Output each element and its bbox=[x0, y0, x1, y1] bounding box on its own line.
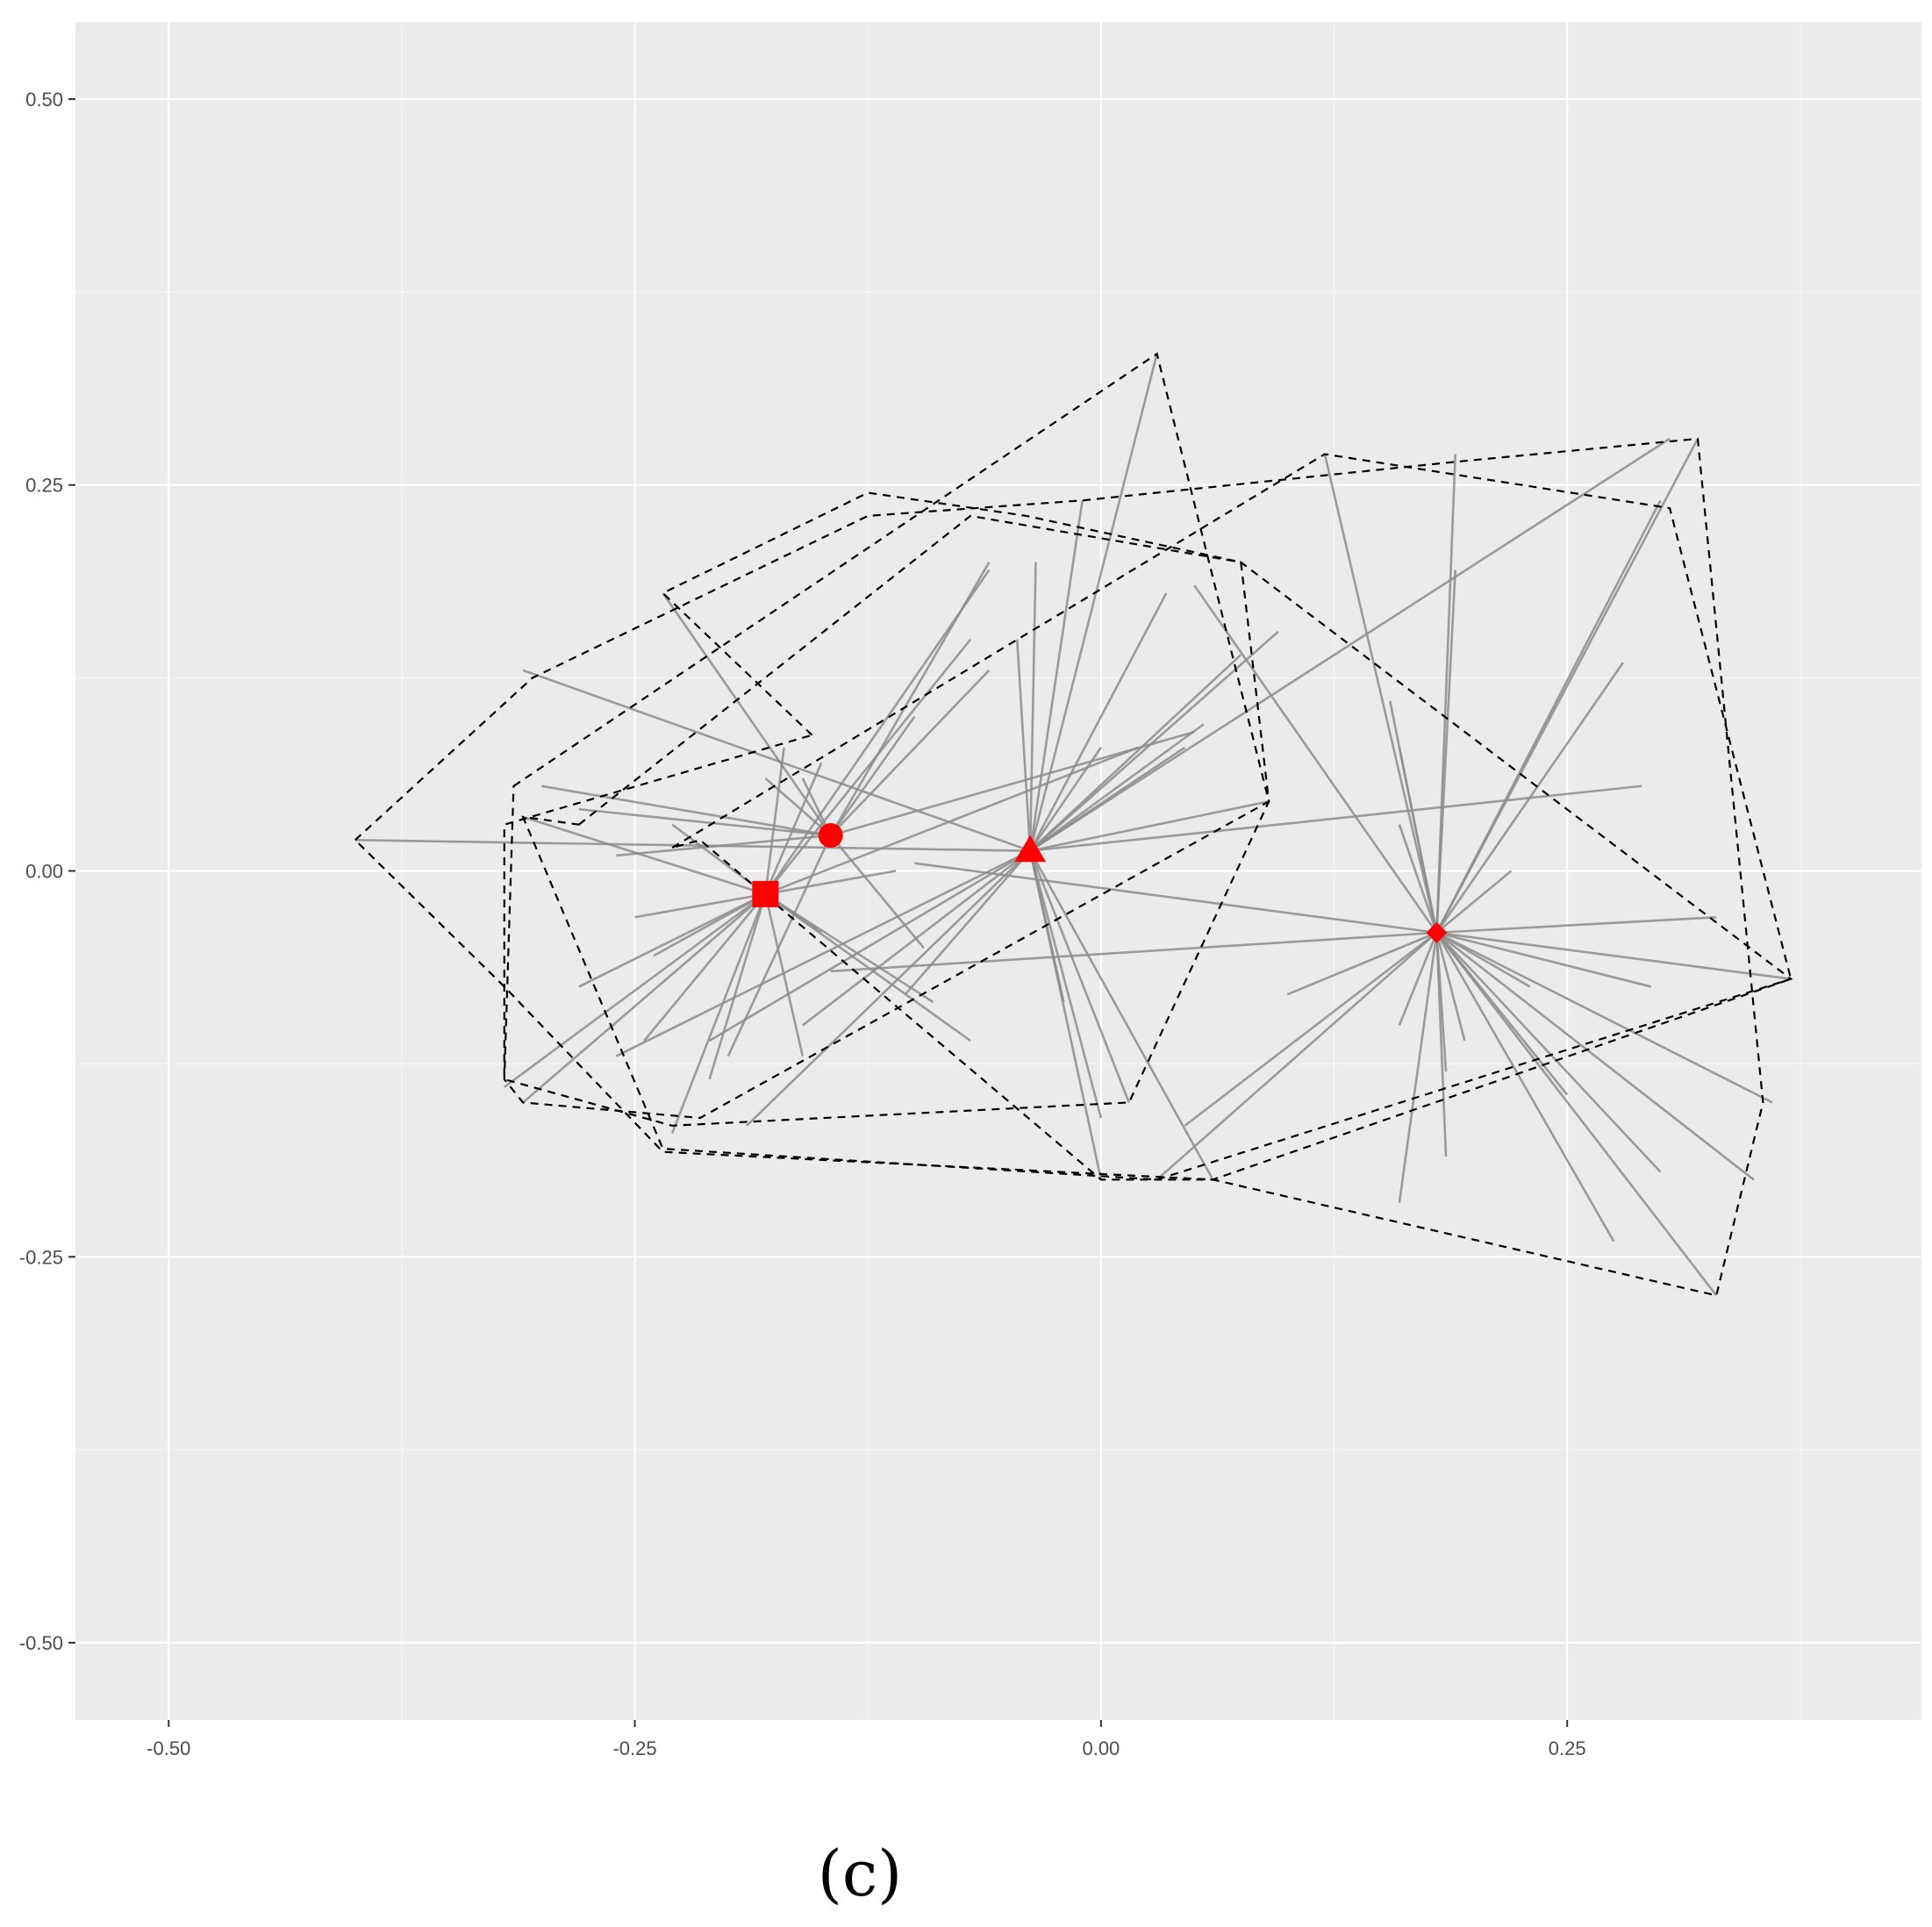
spoke-line-group-3 bbox=[1028, 562, 1037, 851]
centroid-markers bbox=[752, 823, 1448, 943]
spoke-line-group-1 bbox=[829, 715, 916, 836]
spoke-line-group-4 bbox=[1435, 932, 1448, 1072]
spoke-line-group-2 bbox=[764, 747, 785, 895]
spoke-line-group-4 bbox=[1435, 931, 1662, 1173]
spoke-line-group-4 bbox=[1286, 931, 1437, 996]
spoke-line-group-2 bbox=[764, 762, 823, 895]
x-tick-label: 0.00 bbox=[1082, 1737, 1120, 1759]
spoke-line-group-4 bbox=[1398, 747, 1438, 934]
spoke-line-group-4 bbox=[1435, 931, 1755, 1181]
centroid-circle bbox=[818, 823, 843, 849]
spoke-line-group-2 bbox=[764, 569, 991, 895]
spoke-line-group-4 bbox=[1435, 438, 1699, 934]
x-tick-label: -0.50 bbox=[147, 1737, 190, 1759]
spoke-line-group-4 bbox=[1193, 584, 1438, 934]
spoke-line-group-3 bbox=[1029, 630, 1279, 852]
spoke-line-group-3 bbox=[354, 839, 1031, 852]
spoke-line-group-2 bbox=[708, 893, 767, 1080]
centroid-square bbox=[752, 880, 779, 907]
spoke-line-group-4 bbox=[1435, 931, 1773, 1104]
x-tick-label: -0.25 bbox=[612, 1737, 656, 1759]
spoke-line-group-3 bbox=[1028, 850, 1103, 1119]
spoke-line-group-3 bbox=[1029, 747, 1102, 852]
spoke-line-group-2 bbox=[670, 893, 767, 1135]
x-tick-label: 0.25 bbox=[1549, 1737, 1586, 1759]
spoke-line-group-4 bbox=[1184, 931, 1438, 1127]
spoke-line-group-2 bbox=[522, 892, 767, 1104]
spoke-line-group-3 bbox=[802, 849, 1031, 1027]
y-tick-label: -0.25 bbox=[19, 1246, 63, 1268]
spoke-line-group-4 bbox=[1398, 932, 1438, 1026]
centroid-triangle bbox=[1014, 835, 1047, 863]
spoke-line-group-4 bbox=[1323, 454, 1438, 934]
spoke-line-group-3 bbox=[746, 849, 1032, 1127]
spoke-line-group-4 bbox=[1435, 662, 1625, 934]
spoke-line-group-2 bbox=[764, 638, 972, 895]
spoke-line-group-3 bbox=[1028, 850, 1065, 1003]
spoke-line-group-2 bbox=[504, 892, 767, 1088]
spoke-line-group-3 bbox=[1029, 784, 1642, 852]
spoke-line-group-3 bbox=[1028, 592, 1168, 852]
spoke-line-group-3 bbox=[708, 849, 1031, 1042]
spoke-line-group-3 bbox=[1029, 654, 1242, 852]
spoke-line-group-3 bbox=[1029, 723, 1205, 852]
spoke-line-group-4 bbox=[1398, 824, 1438, 934]
spoke-line-group-3 bbox=[615, 849, 1031, 1057]
spoke-line-group-4 bbox=[914, 862, 1437, 935]
spoke-line-group-3 bbox=[1028, 500, 1084, 851]
spoke-line-group-4 bbox=[1436, 915, 1717, 935]
spoke-line-group-2 bbox=[764, 893, 805, 1057]
spoke-line-group-2 bbox=[764, 746, 1139, 896]
spoke-line-group-1 bbox=[662, 592, 832, 836]
y-axis: 0.50 0.25 0.00 -0.25 -0.50 bbox=[19, 89, 75, 1654]
x-axis: -0.50 -0.25 0.00 0.25 bbox=[147, 1720, 1586, 1759]
hull-polygon-3 bbox=[503, 352, 1270, 1120]
spoke-line-group-1 bbox=[578, 807, 831, 837]
spoke-line-group-3 bbox=[1015, 639, 1032, 851]
hull-polygon-2 bbox=[354, 437, 1764, 1297]
spoke-line-group-2 bbox=[653, 892, 766, 957]
spoke-line-group-2 bbox=[522, 815, 766, 896]
spoke-line-group-3 bbox=[1029, 800, 1270, 852]
spoke-line-group-4 bbox=[1435, 870, 1513, 934]
spoke-lines bbox=[354, 353, 1792, 1297]
spoke-line-group-3 bbox=[1029, 437, 1671, 852]
y-tick-label: 0.00 bbox=[25, 861, 63, 883]
spoke-line-group-4 bbox=[830, 931, 1437, 973]
spoke-line-group-3 bbox=[1028, 353, 1158, 851]
spoke-line-group-4 bbox=[1435, 932, 1569, 1096]
spoke-line-group-1 bbox=[829, 669, 991, 836]
spoke-line-group-4 bbox=[1398, 932, 1438, 1203]
spoke-line-group-4 bbox=[1435, 932, 1718, 1297]
spoke-line-group-2 bbox=[765, 870, 897, 896]
spoke-line-group-2 bbox=[578, 892, 766, 988]
spoke-line-group-4 bbox=[1156, 931, 1438, 1181]
centroid-diamond bbox=[1426, 921, 1448, 943]
spoke-line-group-4 bbox=[1436, 931, 1792, 980]
spoke-line-group-1 bbox=[829, 835, 925, 949]
spoke-line-group-4 bbox=[1435, 932, 1466, 1042]
y-tick-label: 0.25 bbox=[25, 475, 63, 497]
y-tick-label: -0.50 bbox=[19, 1632, 63, 1654]
spoke-line-group-4 bbox=[1435, 570, 1456, 933]
spoke-line-group-4 bbox=[1435, 931, 1531, 988]
spoke-line-group-3 bbox=[1028, 850, 1130, 1103]
spoke-line-group-2 bbox=[634, 892, 766, 919]
spoke-line-group-3 bbox=[1028, 850, 1214, 1180]
spoke-line-group-2 bbox=[643, 893, 767, 1042]
spoke-line-group-4 bbox=[1436, 931, 1652, 988]
y-tick-label: 0.50 bbox=[25, 89, 63, 111]
figure-caption: (c) bbox=[818, 1837, 903, 1910]
spoke-line-group-1 bbox=[541, 784, 831, 837]
spoke-line-group-3 bbox=[522, 669, 1031, 852]
spoke-line-group-4 bbox=[1435, 932, 1615, 1243]
hull-polygon-5 bbox=[521, 514, 1793, 1181]
